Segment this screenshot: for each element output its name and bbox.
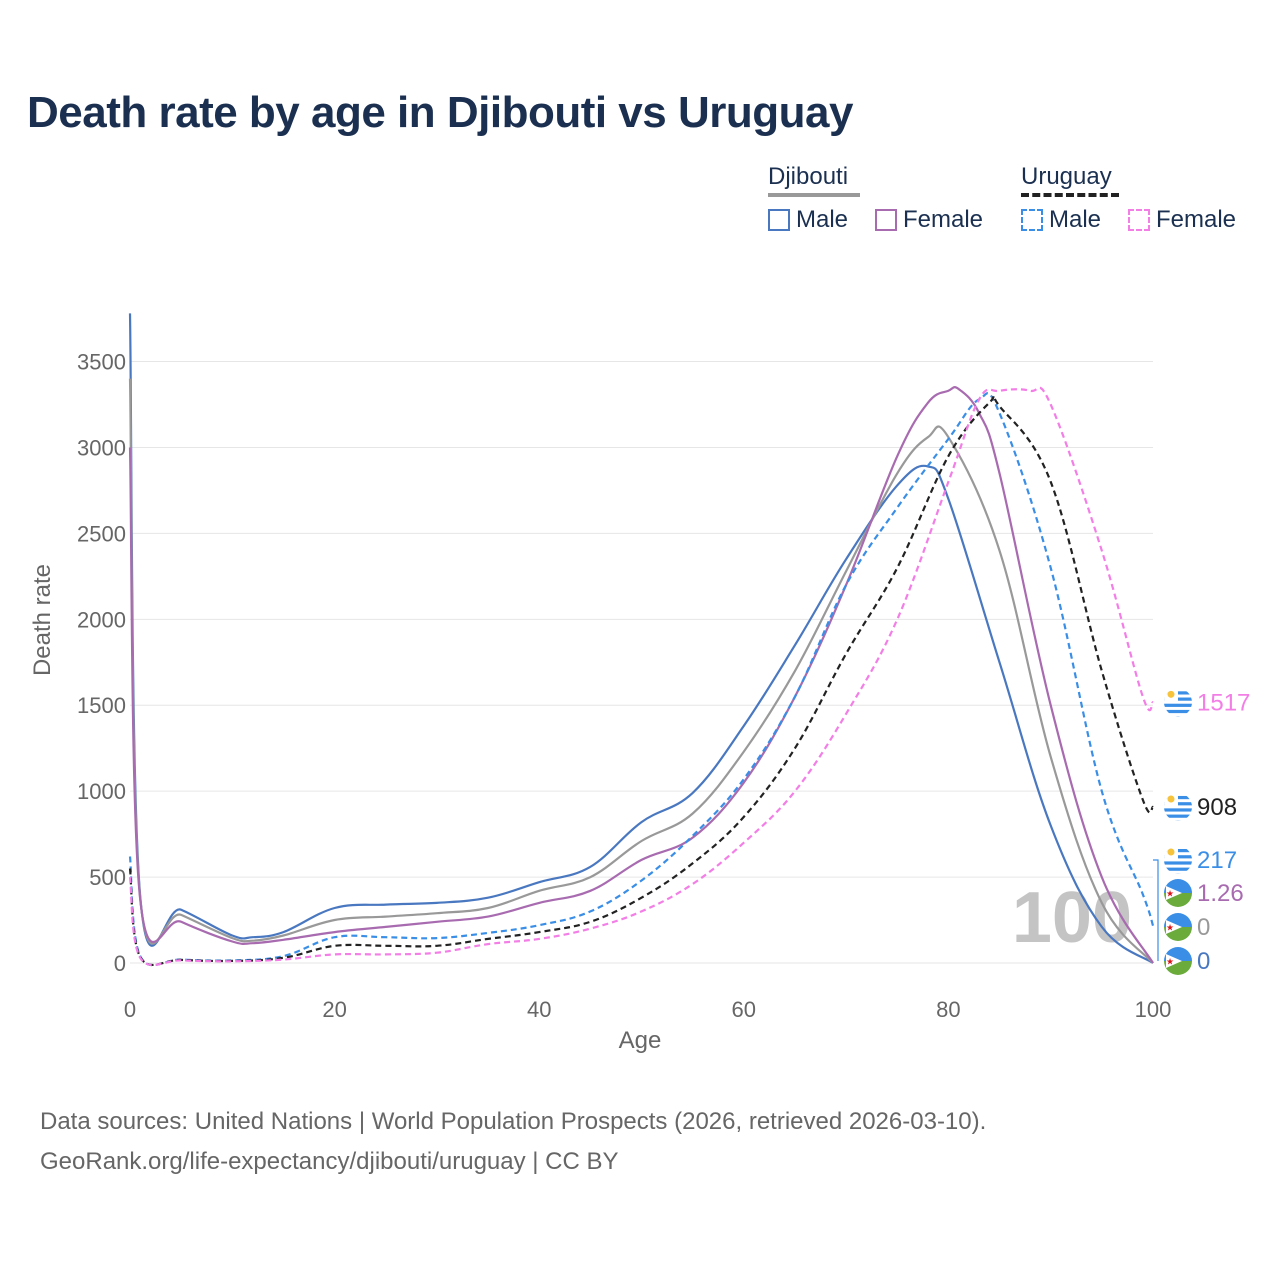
legend-item-djibouti-male[interactable]: Male xyxy=(768,206,848,234)
legend-label: Female xyxy=(903,206,984,233)
x-tick-label: 0 xyxy=(124,997,136,1022)
x-tick-label: 20 xyxy=(322,997,346,1022)
y-tick-label: 3000 xyxy=(77,435,126,460)
flag-stripe xyxy=(1164,808,1192,812)
chart-title: Death rate by age in Djibouti vs Uruguay xyxy=(27,88,853,137)
y-tick-label: 2000 xyxy=(77,607,126,632)
x-tick-label: 80 xyxy=(936,997,960,1022)
star-icon: ★ xyxy=(1166,957,1174,967)
sun-icon xyxy=(1167,848,1175,856)
uruguay-flag-icon xyxy=(1164,846,1192,874)
sun-icon xyxy=(1167,795,1175,803)
legend-group-title: Uruguay xyxy=(1021,163,1112,190)
end-value-label: 1.26 xyxy=(1197,880,1244,907)
legend-swatch xyxy=(768,209,790,231)
footer-url[interactable]: GeoRank.org/life-expectancy/djibouti/uru… xyxy=(40,1148,619,1175)
y-tick-label: 0 xyxy=(114,951,126,976)
djibouti-flag-icon: ★ xyxy=(1164,879,1192,907)
x-axis-label: Age xyxy=(619,1027,662,1054)
legend-item-djibouti-female[interactable]: Female xyxy=(875,206,983,234)
flag-stripe xyxy=(1164,814,1192,818)
legend-group-title: Djibouti xyxy=(768,163,849,190)
legend-label: Male xyxy=(796,206,849,233)
flag-stripe xyxy=(1164,861,1192,865)
series-line-djibouti-female[interactable] xyxy=(128,386,1154,964)
series-line-djibouti-total[interactable] xyxy=(128,378,1154,964)
star-icon: ★ xyxy=(1166,923,1174,933)
legend-swatch xyxy=(1021,209,1043,231)
label-connector xyxy=(1153,859,1159,961)
series-line-uruguay-female[interactable] xyxy=(128,386,1155,967)
x-tick-label: 60 xyxy=(732,997,756,1022)
flag-triangle xyxy=(1166,954,1182,968)
end-value-label: 0 xyxy=(1197,914,1210,941)
footer-source: Data sources: United Nations | World Pop… xyxy=(40,1108,987,1135)
flag-triangle xyxy=(1166,886,1182,900)
legend-item-uruguay-male[interactable]: Male xyxy=(1021,206,1101,234)
flag-triangle xyxy=(1166,920,1182,934)
legend-swatch xyxy=(1128,209,1150,231)
legend-label: Male xyxy=(1049,206,1102,233)
uruguay-flag-icon xyxy=(1164,792,1192,821)
star-icon: ★ xyxy=(1166,889,1174,899)
series-line-djibouti-male[interactable] xyxy=(128,313,1154,964)
uruguay-flag-icon xyxy=(1164,688,1192,717)
flag-stripe xyxy=(1164,716,1192,717)
flag-stripe xyxy=(1164,709,1192,714)
legend-label: Female xyxy=(1156,206,1237,233)
end-value-label: 217 xyxy=(1197,847,1237,874)
series-line-uruguay-male[interactable] xyxy=(128,392,1155,967)
djibouti-flag-icon: ★ xyxy=(1164,947,1192,975)
age-watermark: 100 xyxy=(1012,878,1132,958)
djibouti-flag-icon: ★ xyxy=(1164,913,1192,941)
end-value-label: 0 xyxy=(1197,948,1210,975)
legend-item-uruguay-female[interactable]: Female xyxy=(1128,206,1236,234)
end-value-label: 1517 xyxy=(1197,689,1250,716)
series-line-uruguay-total[interactable] xyxy=(128,394,1155,967)
flag-stripe xyxy=(1164,873,1192,874)
y-tick-label: 1000 xyxy=(77,779,126,804)
y-tick-label: 3500 xyxy=(77,350,126,375)
legend-group-uruguay: Uruguay xyxy=(1021,163,1119,197)
end-value-label: 908 xyxy=(1197,794,1237,821)
y-tick-label: 2500 xyxy=(77,521,126,546)
flag-stripe xyxy=(1164,820,1192,821)
flag-stripe xyxy=(1164,867,1192,871)
legend-swatch xyxy=(875,209,897,231)
legend-group-djibouti: Djibouti xyxy=(768,163,860,197)
y-axis-label: Death rate xyxy=(29,564,56,676)
x-tick-label: 40 xyxy=(527,997,551,1022)
y-tick-label: 500 xyxy=(89,865,126,890)
y-tick-label: 1500 xyxy=(77,693,126,718)
flag-stripe xyxy=(1164,703,1192,707)
x-tick-label: 100 xyxy=(1135,997,1172,1022)
sun-icon xyxy=(1167,690,1175,698)
